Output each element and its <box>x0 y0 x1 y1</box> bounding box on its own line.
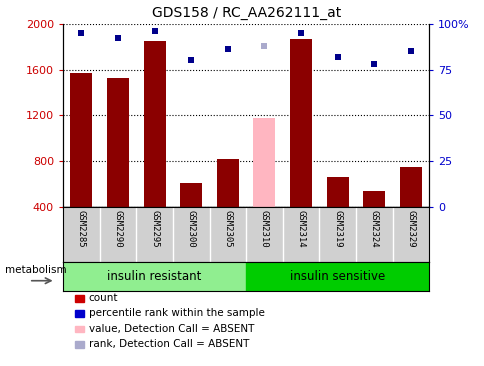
Bar <box>180 183 202 207</box>
Text: value, Detection Call = ABSENT: value, Detection Call = ABSENT <box>89 324 254 334</box>
Text: GSM2319: GSM2319 <box>333 209 342 247</box>
Text: GSM2310: GSM2310 <box>259 209 269 247</box>
Bar <box>216 159 238 207</box>
Point <box>77 30 85 36</box>
Bar <box>245 262 428 291</box>
Point <box>224 46 231 52</box>
Text: insulin sensitive: insulin sensitive <box>289 270 384 283</box>
Text: percentile rank within the sample: percentile rank within the sample <box>89 308 264 318</box>
Bar <box>253 117 275 207</box>
Point <box>114 36 121 41</box>
Bar <box>399 167 421 207</box>
Text: insulin resistant: insulin resistant <box>107 270 201 283</box>
Bar <box>107 78 129 207</box>
Text: GSM2329: GSM2329 <box>406 209 415 247</box>
Text: metabolism: metabolism <box>5 265 66 275</box>
Text: GSM2295: GSM2295 <box>150 209 159 247</box>
Point <box>333 54 341 60</box>
Title: GDS158 / RC_AA262111_at: GDS158 / RC_AA262111_at <box>151 6 340 20</box>
Bar <box>326 177 348 207</box>
Text: count: count <box>89 293 118 303</box>
Text: GSM2290: GSM2290 <box>113 209 122 247</box>
Bar <box>63 262 245 291</box>
Point <box>187 57 195 63</box>
Bar <box>143 41 165 207</box>
Point <box>260 43 268 49</box>
Text: GSM2285: GSM2285 <box>76 209 86 247</box>
Text: GSM2324: GSM2324 <box>369 209 378 247</box>
Text: rank, Detection Call = ABSENT: rank, Detection Call = ABSENT <box>89 339 249 349</box>
Point <box>151 28 158 34</box>
Point <box>406 48 414 54</box>
Bar <box>70 73 92 207</box>
Text: GSM2305: GSM2305 <box>223 209 232 247</box>
Point <box>370 61 378 67</box>
Bar <box>363 191 384 207</box>
Text: GSM2300: GSM2300 <box>186 209 196 247</box>
Bar <box>289 39 311 207</box>
Text: GSM2314: GSM2314 <box>296 209 305 247</box>
Point <box>297 30 304 36</box>
